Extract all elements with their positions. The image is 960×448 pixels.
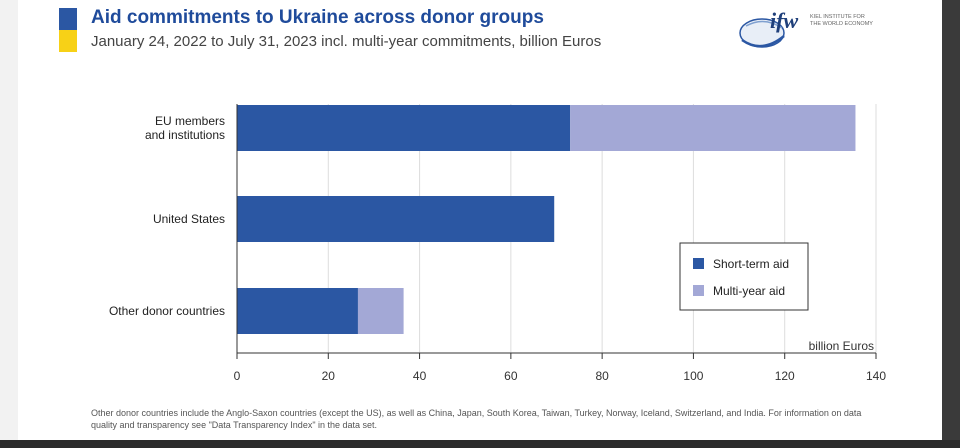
legend: Short-term aid Multi-year aid	[679, 242, 809, 311]
chart-title: Aid commitments to Ukraine across donor …	[91, 7, 544, 28]
bar-multi-year	[357, 288, 404, 334]
logo-line-2: THE WORLD ECONOMY	[810, 21, 873, 27]
x-axis: 0 20 40 60 80 100 120 140	[234, 104, 886, 383]
legend-swatch-multi-year	[693, 285, 704, 296]
chart-subtitle: January 24, 2022 to July 31, 2023 incl. …	[91, 33, 602, 50]
x-axis-label: billion Euros	[809, 339, 874, 353]
x-tick-label: 0	[234, 369, 241, 383]
bar-short-term	[237, 105, 571, 151]
x-tick-label: 80	[595, 369, 609, 383]
logo-line-1: KIEL INSTITUTE FOR	[810, 14, 865, 20]
bars	[237, 105, 856, 334]
legend-label-short-term: Short-term aid	[713, 257, 789, 271]
x-tick-label: 140	[866, 369, 886, 383]
footnote: Other donor countries include the Anglo-…	[91, 408, 862, 430]
category-labels: EU members and institutions United States O…	[109, 114, 225, 318]
bar-multi-year	[570, 105, 856, 151]
logo-mark: ifw	[770, 8, 798, 33]
legend-label-multi-year: Multi-year aid	[713, 284, 785, 298]
bar-short-term	[237, 196, 555, 242]
category-label: Other donor countries	[109, 304, 225, 318]
ifw-logo: ifw KIEL INSTITUTE FOR THE WORLD ECONOMY	[739, 8, 873, 48]
category-label: United States	[153, 212, 225, 226]
legend-box	[679, 242, 809, 311]
right-border	[942, 0, 960, 448]
x-tick-label: 120	[775, 369, 795, 383]
ukraine-flag-icon	[59, 8, 77, 52]
x-tick-label: 100	[683, 369, 703, 383]
x-tick-label: 20	[322, 369, 336, 383]
bar-short-term	[237, 288, 358, 334]
legend-swatch-short-term	[693, 258, 704, 269]
left-border	[0, 0, 18, 448]
x-tick-label: 40	[413, 369, 427, 383]
bottom-border	[0, 440, 960, 448]
x-tick-label: 60	[504, 369, 518, 383]
category-label: EU members and institutions	[145, 114, 225, 142]
